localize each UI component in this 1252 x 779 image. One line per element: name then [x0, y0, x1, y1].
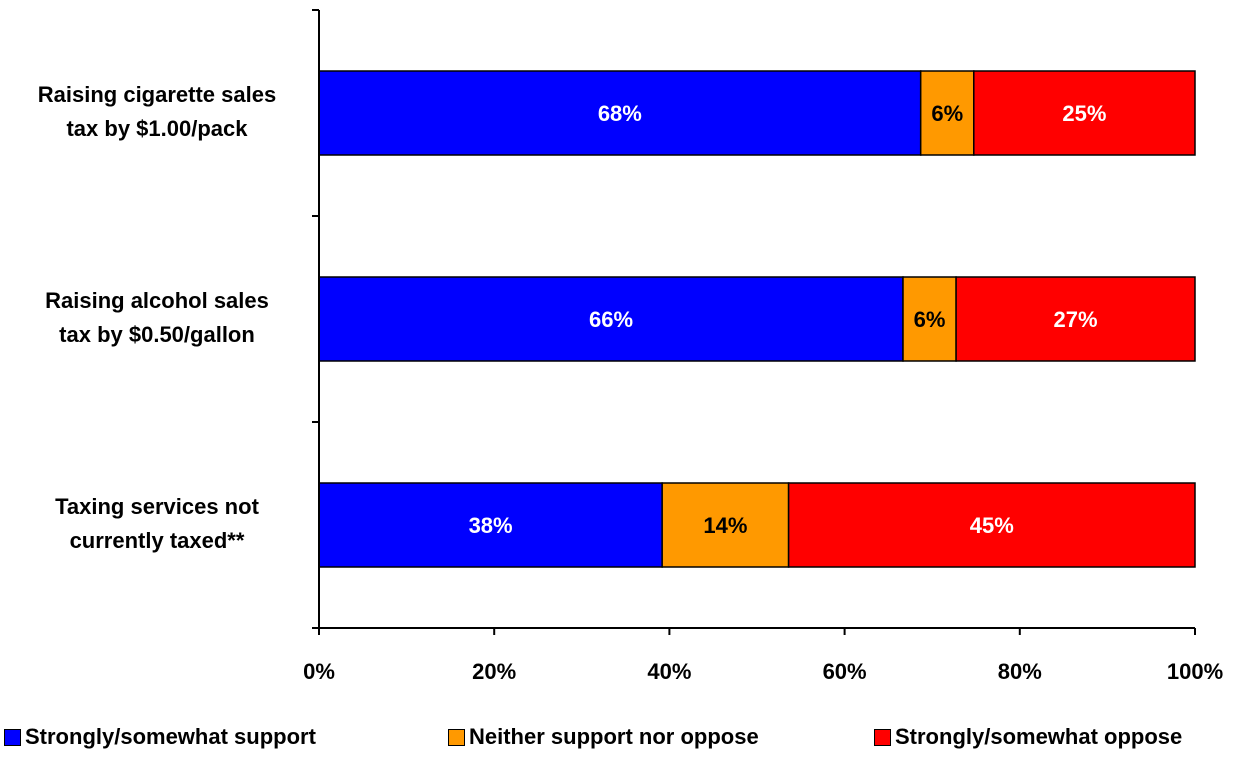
x-tick-label: 80% — [998, 659, 1042, 684]
bar-segment — [919, 70, 975, 156]
data-label: 27% — [1054, 307, 1098, 332]
data-label: 6% — [931, 101, 963, 126]
x-tick-label: 20% — [472, 659, 516, 684]
labels-layer: 68% 6% 25% Raising cigarette sales tax by $1… — [38, 82, 1223, 684]
legend-label: Strongly/somewhat oppose — [895, 724, 1183, 749]
bars-layer — [318, 70, 1196, 568]
legend-item: Strongly/somewhat support — [4, 724, 316, 750]
legend-item: Strongly/somewhat oppose — [874, 724, 1182, 750]
legend-swatch — [448, 728, 465, 746]
legend-swatch — [874, 728, 891, 746]
legend-label: Neither support nor oppose — [469, 724, 759, 749]
x-tick-label: 0% — [303, 659, 335, 684]
bar-segment — [661, 482, 790, 568]
data-label: 6% — [914, 307, 946, 332]
legend-swatch — [4, 728, 21, 746]
data-label: 25% — [1062, 101, 1106, 126]
stacked-bar-chart: 68% 6% 25% Raising cigarette sales tax by $1… — [38, 9, 1223, 684]
bar-segment — [318, 276, 904, 362]
bar-segment — [318, 482, 663, 568]
data-label: 14% — [703, 513, 747, 538]
data-label: 66% — [589, 307, 633, 332]
bar-segment — [902, 276, 957, 362]
bar-segment — [318, 70, 922, 156]
legend-item: Neither support nor oppose — [448, 724, 759, 750]
bar-segment — [973, 70, 1196, 156]
data-label: 45% — [970, 513, 1014, 538]
legend-label: Strongly/somewhat support — [25, 724, 316, 749]
x-tick-label: 100% — [1167, 659, 1223, 684]
category-label: currently taxed** — [70, 528, 245, 553]
x-tick-label: 40% — [647, 659, 691, 684]
axes-layer — [312, 9, 1196, 635]
category-label: tax by $1.00/pack — [66, 116, 248, 141]
category-label: tax by $0.50/gallon — [59, 322, 255, 347]
bar-segment — [955, 276, 1196, 362]
x-tick-label: 60% — [823, 659, 867, 684]
category-label: Raising alcohol sales — [45, 288, 269, 313]
category-label: Raising cigarette sales — [38, 82, 276, 107]
bar-segment — [787, 482, 1196, 568]
category-label: Taxing services not — [55, 494, 259, 519]
data-label: 38% — [469, 513, 513, 538]
data-label: 68% — [598, 101, 642, 126]
legend: Strongly/somewhat support Neither support… — [0, 724, 1252, 774]
